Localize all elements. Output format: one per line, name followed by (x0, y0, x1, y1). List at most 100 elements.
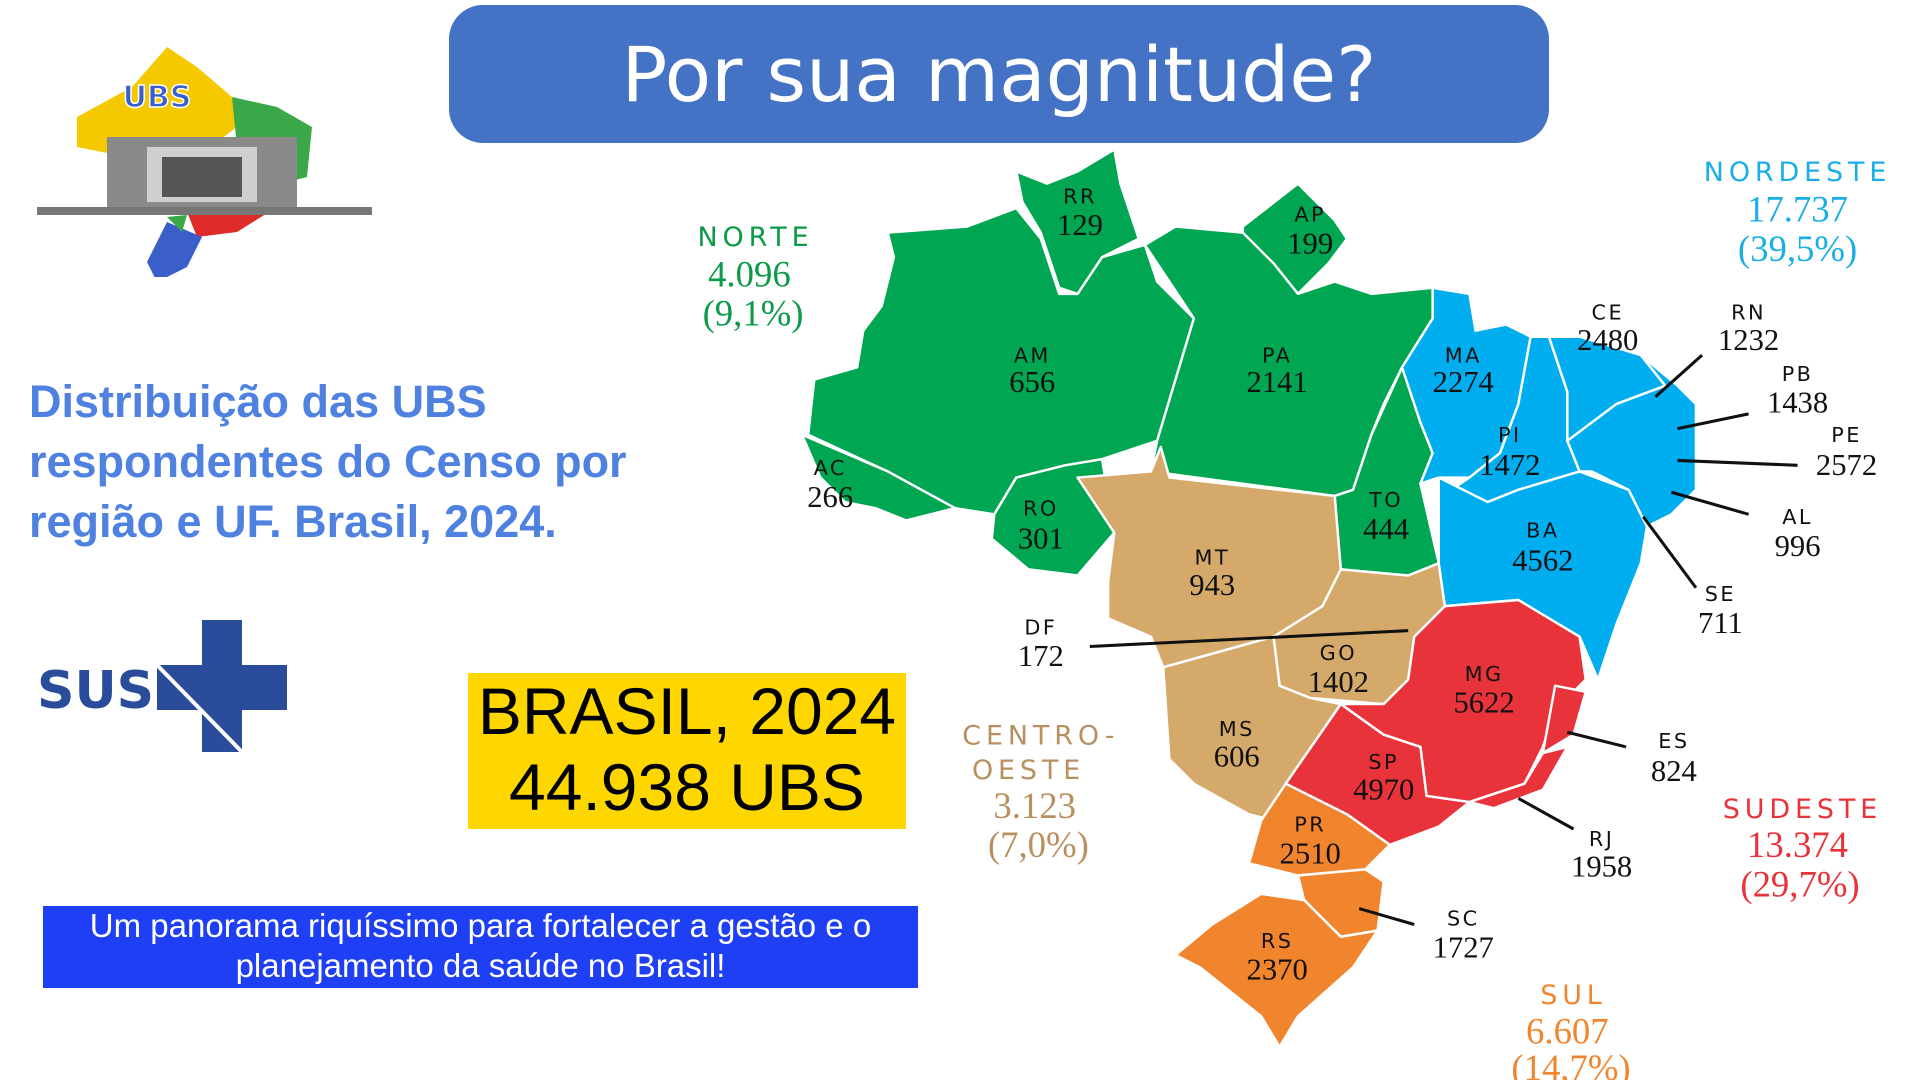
count-MG: 5622 (1453, 686, 1514, 720)
page-title: Por sua magnitude? (621, 29, 1377, 119)
state-TO (1333, 366, 1440, 577)
state-MT (1076, 445, 1343, 669)
region-sudeste-name: SUDESTE (1723, 794, 1882, 825)
uf-PA: PA (1262, 343, 1292, 367)
state-MA (1400, 286, 1532, 485)
uf-GO: GO (1320, 641, 1357, 665)
region-norte-total: 4.096 (708, 254, 791, 295)
region-sul-pct: (14,7%) (1511, 1047, 1630, 1080)
state-PR (1247, 782, 1392, 877)
count-RO: 301 (1018, 522, 1064, 556)
count-MS: 606 (1214, 740, 1260, 774)
state-AM (806, 206, 1196, 516)
bottom-banner: Um panorama riquíssimo para fortalecer a… (43, 906, 918, 988)
uf-SE: SE (1705, 582, 1736, 606)
sus-logo: SUS (37, 620, 287, 752)
uf-SC: SC (1447, 907, 1480, 931)
title-banner: Por sua magnitude? (449, 5, 1549, 143)
uf-DF: DF (1024, 615, 1057, 639)
uf-MG: MG (1465, 662, 1504, 686)
state-AP (1241, 182, 1349, 296)
summary-year: BRASIL, 2024 (477, 674, 897, 748)
uf-PE: PE (1831, 423, 1862, 447)
uf-RR: RR (1063, 184, 1097, 208)
uf-AL: AL (1782, 505, 1813, 529)
summary-box: BRASIL, 2024 44.938 UBS (468, 673, 906, 829)
count-AM: 656 (1009, 365, 1055, 399)
state-MG (1339, 598, 1587, 804)
count-PE: 2572 (1816, 448, 1877, 482)
count-CE: 2480 (1577, 323, 1638, 357)
uf-MA: MA (1445, 343, 1482, 367)
region-sul-total: 6.607 (1526, 1010, 1609, 1051)
uf-AM: AM (1014, 343, 1051, 367)
count-SC: 1727 (1433, 931, 1494, 965)
uf-PI: PI (1498, 423, 1522, 447)
region-sudeste-total: 13.374 (1747, 824, 1848, 865)
ubs-logo: UBS (37, 47, 372, 277)
state-RR (1015, 148, 1140, 296)
state-SP (1284, 702, 1471, 847)
logo-text: UBS (123, 80, 192, 115)
count-ES: 824 (1651, 754, 1697, 788)
uf-TO: TO (1368, 488, 1403, 512)
count-DF: 172 (1018, 639, 1064, 673)
uf-PB: PB (1782, 362, 1814, 386)
uf-MS: MS (1219, 717, 1255, 741)
state-RJ (1468, 745, 1569, 810)
summary-total: 44.938 UBS (509, 750, 865, 824)
uf-ES: ES (1658, 729, 1689, 753)
region-sul-name: SUL (1540, 980, 1607, 1011)
state-CE (1547, 335, 1667, 443)
count-GO: 1402 (1308, 665, 1369, 699)
region-nordeste-pct: (39,5%) (1738, 228, 1857, 269)
leader-lines (1089, 353, 1798, 926)
uf-RS: RS (1261, 929, 1294, 953)
state-SC (1296, 868, 1385, 938)
region-nordeste-name: NORDESTE (1704, 157, 1892, 188)
count-PR: 2510 (1280, 836, 1341, 870)
count-MT: 943 (1189, 568, 1235, 602)
state-PI (1449, 335, 1581, 504)
state-ES (1541, 684, 1587, 755)
state-AC (800, 433, 957, 522)
region-co-pct: (7,0%) (988, 824, 1089, 865)
uf-AP: AP (1294, 203, 1326, 227)
state-BA (1437, 470, 1649, 681)
sus-logo-text: SUS (37, 661, 154, 721)
uf-SP: SP (1368, 750, 1399, 774)
count-RS: 2370 (1247, 953, 1308, 987)
map-description: Distribuição das UBS respondentes do Cen… (29, 376, 627, 547)
count-PA: 2141 (1247, 365, 1308, 399)
count-RN: 1232 (1718, 323, 1779, 357)
count-AL: 996 (1775, 529, 1821, 563)
region-sudeste-pct: (29,7%) (1740, 863, 1859, 904)
uf-AC: AC (814, 456, 847, 480)
uf-MT: MT (1194, 545, 1230, 569)
state-east-ne (1566, 353, 1698, 528)
uf-PR: PR (1294, 812, 1326, 836)
region-nordeste-total: 17.737 (1747, 189, 1848, 230)
uf-BA: BA (1526, 519, 1559, 543)
state-RO (990, 457, 1116, 577)
state-PA (1143, 225, 1434, 498)
count-PB: 1438 (1767, 386, 1828, 420)
count-PI: 1472 (1479, 448, 1540, 482)
count-RR: 129 (1057, 208, 1103, 242)
count-BA: 4562 (1512, 544, 1573, 578)
count-SE: 711 (1698, 606, 1743, 640)
state-MS (1162, 635, 1343, 822)
region-norte-name: NORTE (697, 222, 813, 253)
state-RS (1174, 892, 1379, 1049)
count-AC: 266 (807, 480, 853, 514)
count-RJ: 1958 (1571, 850, 1632, 884)
count-AP: 199 (1287, 226, 1333, 260)
uf-CE: CE (1591, 301, 1624, 325)
uf-RN: RN (1731, 301, 1766, 325)
region-co-total: 3.123 (993, 785, 1076, 826)
region-norte-pct: (9,1%) (703, 293, 804, 334)
count-MA: 2274 (1433, 365, 1494, 399)
uf-RO: RO (1023, 497, 1059, 521)
count-TO: 444 (1363, 512, 1409, 546)
